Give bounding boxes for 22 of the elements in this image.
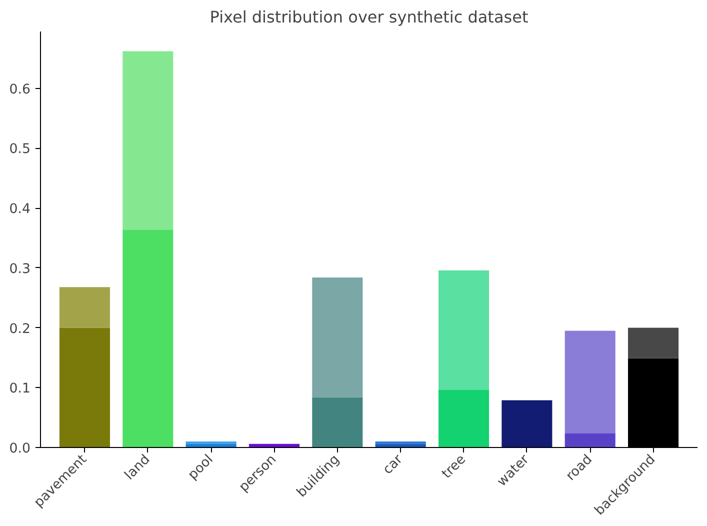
y-tick-label: 0.2 (9, 322, 31, 337)
y-tick-label: 0.3 (9, 262, 31, 277)
bar (628, 328, 679, 358)
bar (122, 51, 174, 230)
x-tick-label: tree (439, 452, 470, 482)
bar (438, 390, 490, 448)
bar (312, 278, 363, 398)
bar (122, 230, 174, 448)
x-tick-label: car (380, 452, 406, 478)
chart-title: Pixel distribution over synthetic dataset (210, 8, 528, 26)
bar (502, 400, 552, 448)
bar (564, 433, 616, 448)
y-tick-label: 0.4 (9, 202, 31, 218)
bar (59, 328, 110, 448)
y-tick-label: 0.1 (9, 382, 31, 397)
y-tick-label: 0.0 (9, 442, 31, 456)
bar (438, 270, 490, 390)
y-tick-label: 0.5 (9, 142, 31, 158)
bar (59, 287, 110, 328)
bar (564, 330, 616, 434)
y-tick-label: 0.6 (9, 82, 31, 98)
bar (312, 397, 363, 448)
